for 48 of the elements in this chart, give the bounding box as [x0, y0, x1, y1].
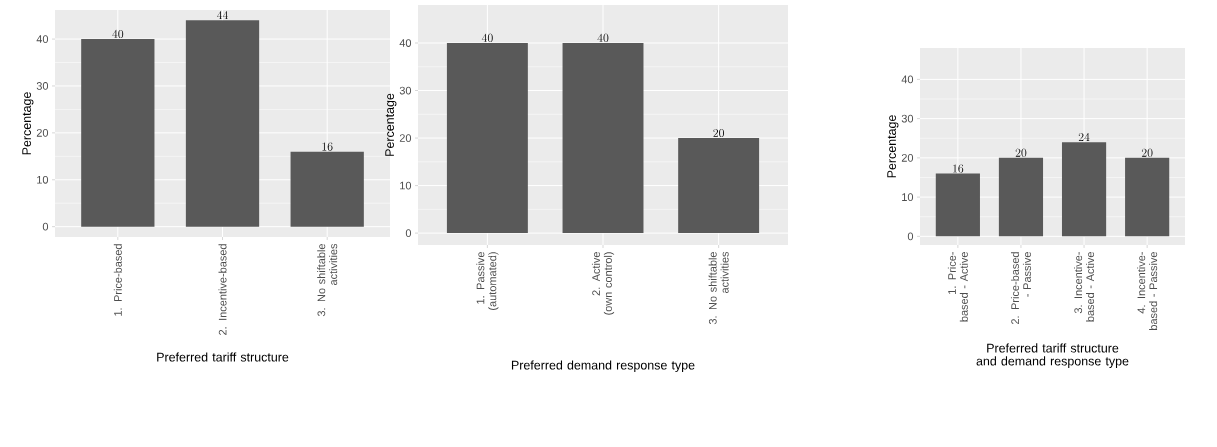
y-tick-label: 20: [901, 154, 914, 162]
data-label: 44: [216, 11, 229, 20]
data-label: 40: [481, 33, 493, 43]
x-tick-label: 3. Incentive-based - Active: [1074, 251, 1095, 322]
x-tick-label: 2. Active (own control): [591, 251, 615, 315]
x-axis-title: Preferred tariff structure: [157, 352, 289, 362]
bar: [1061, 142, 1107, 237]
x-tick-label: 3. No shiftable activities: [708, 251, 729, 325]
y-tick-label: 20: [36, 129, 49, 137]
y-tick-label: 30: [901, 114, 914, 123]
data-label: 16: [953, 164, 964, 173]
y-axis-title: Percentage: [887, 115, 899, 178]
y-tick-label: 0: [42, 222, 49, 231]
y-tick-label: 10: [37, 175, 49, 184]
x-tick-label: 1. Passive (automated): [476, 251, 499, 310]
y-tick-label: 20: [399, 134, 412, 142]
data-label: 16: [322, 142, 333, 151]
bar: [290, 151, 364, 227]
bar: [81, 39, 155, 227]
x-axis-title: Preferred tariff structure and demand response type: [976, 343, 1129, 368]
data-label: 40: [112, 29, 124, 39]
y-axis-title: Percentage: [22, 92, 34, 155]
y-tick-label: 40: [399, 39, 412, 47]
x-tick-label: 2. Price-based - Passive: [1010, 251, 1031, 325]
y-tick-label: 30: [399, 86, 412, 95]
y-tick-label: 10: [400, 181, 412, 190]
x-tick-label: 4. Incentive-based - Passive: [1137, 252, 1158, 330]
data-label: 20: [713, 128, 724, 138]
bar: [935, 173, 980, 237]
x-tick-label: 1. Price-based - Active: [947, 251, 968, 322]
data-label: 20: [1141, 148, 1153, 157]
data-label: 40: [597, 33, 609, 43]
bar: [1125, 157, 1170, 237]
y-tick-label: 0: [907, 232, 914, 241]
bar: [185, 20, 260, 227]
y-axis-title: Percentage: [385, 93, 397, 156]
x-axis-title: Preferred demand response type: [511, 360, 695, 372]
y-tick-label: 30: [36, 82, 49, 90]
y-tick-label: 40: [36, 35, 49, 43]
data-label: 24: [1078, 132, 1090, 141]
y-tick-label: 0: [405, 229, 412, 237]
data-label: 20: [1015, 148, 1027, 157]
x-tick-label: 1. Price-based: [113, 244, 122, 316]
x-tick-label: 3. No shiftable activities: [317, 243, 338, 317]
y-tick-label: 10: [902, 193, 914, 201]
x-tick-label: 2. Incentive-based: [218, 244, 227, 335]
y-tick-label: 40: [901, 75, 914, 84]
bar: [998, 157, 1044, 237]
